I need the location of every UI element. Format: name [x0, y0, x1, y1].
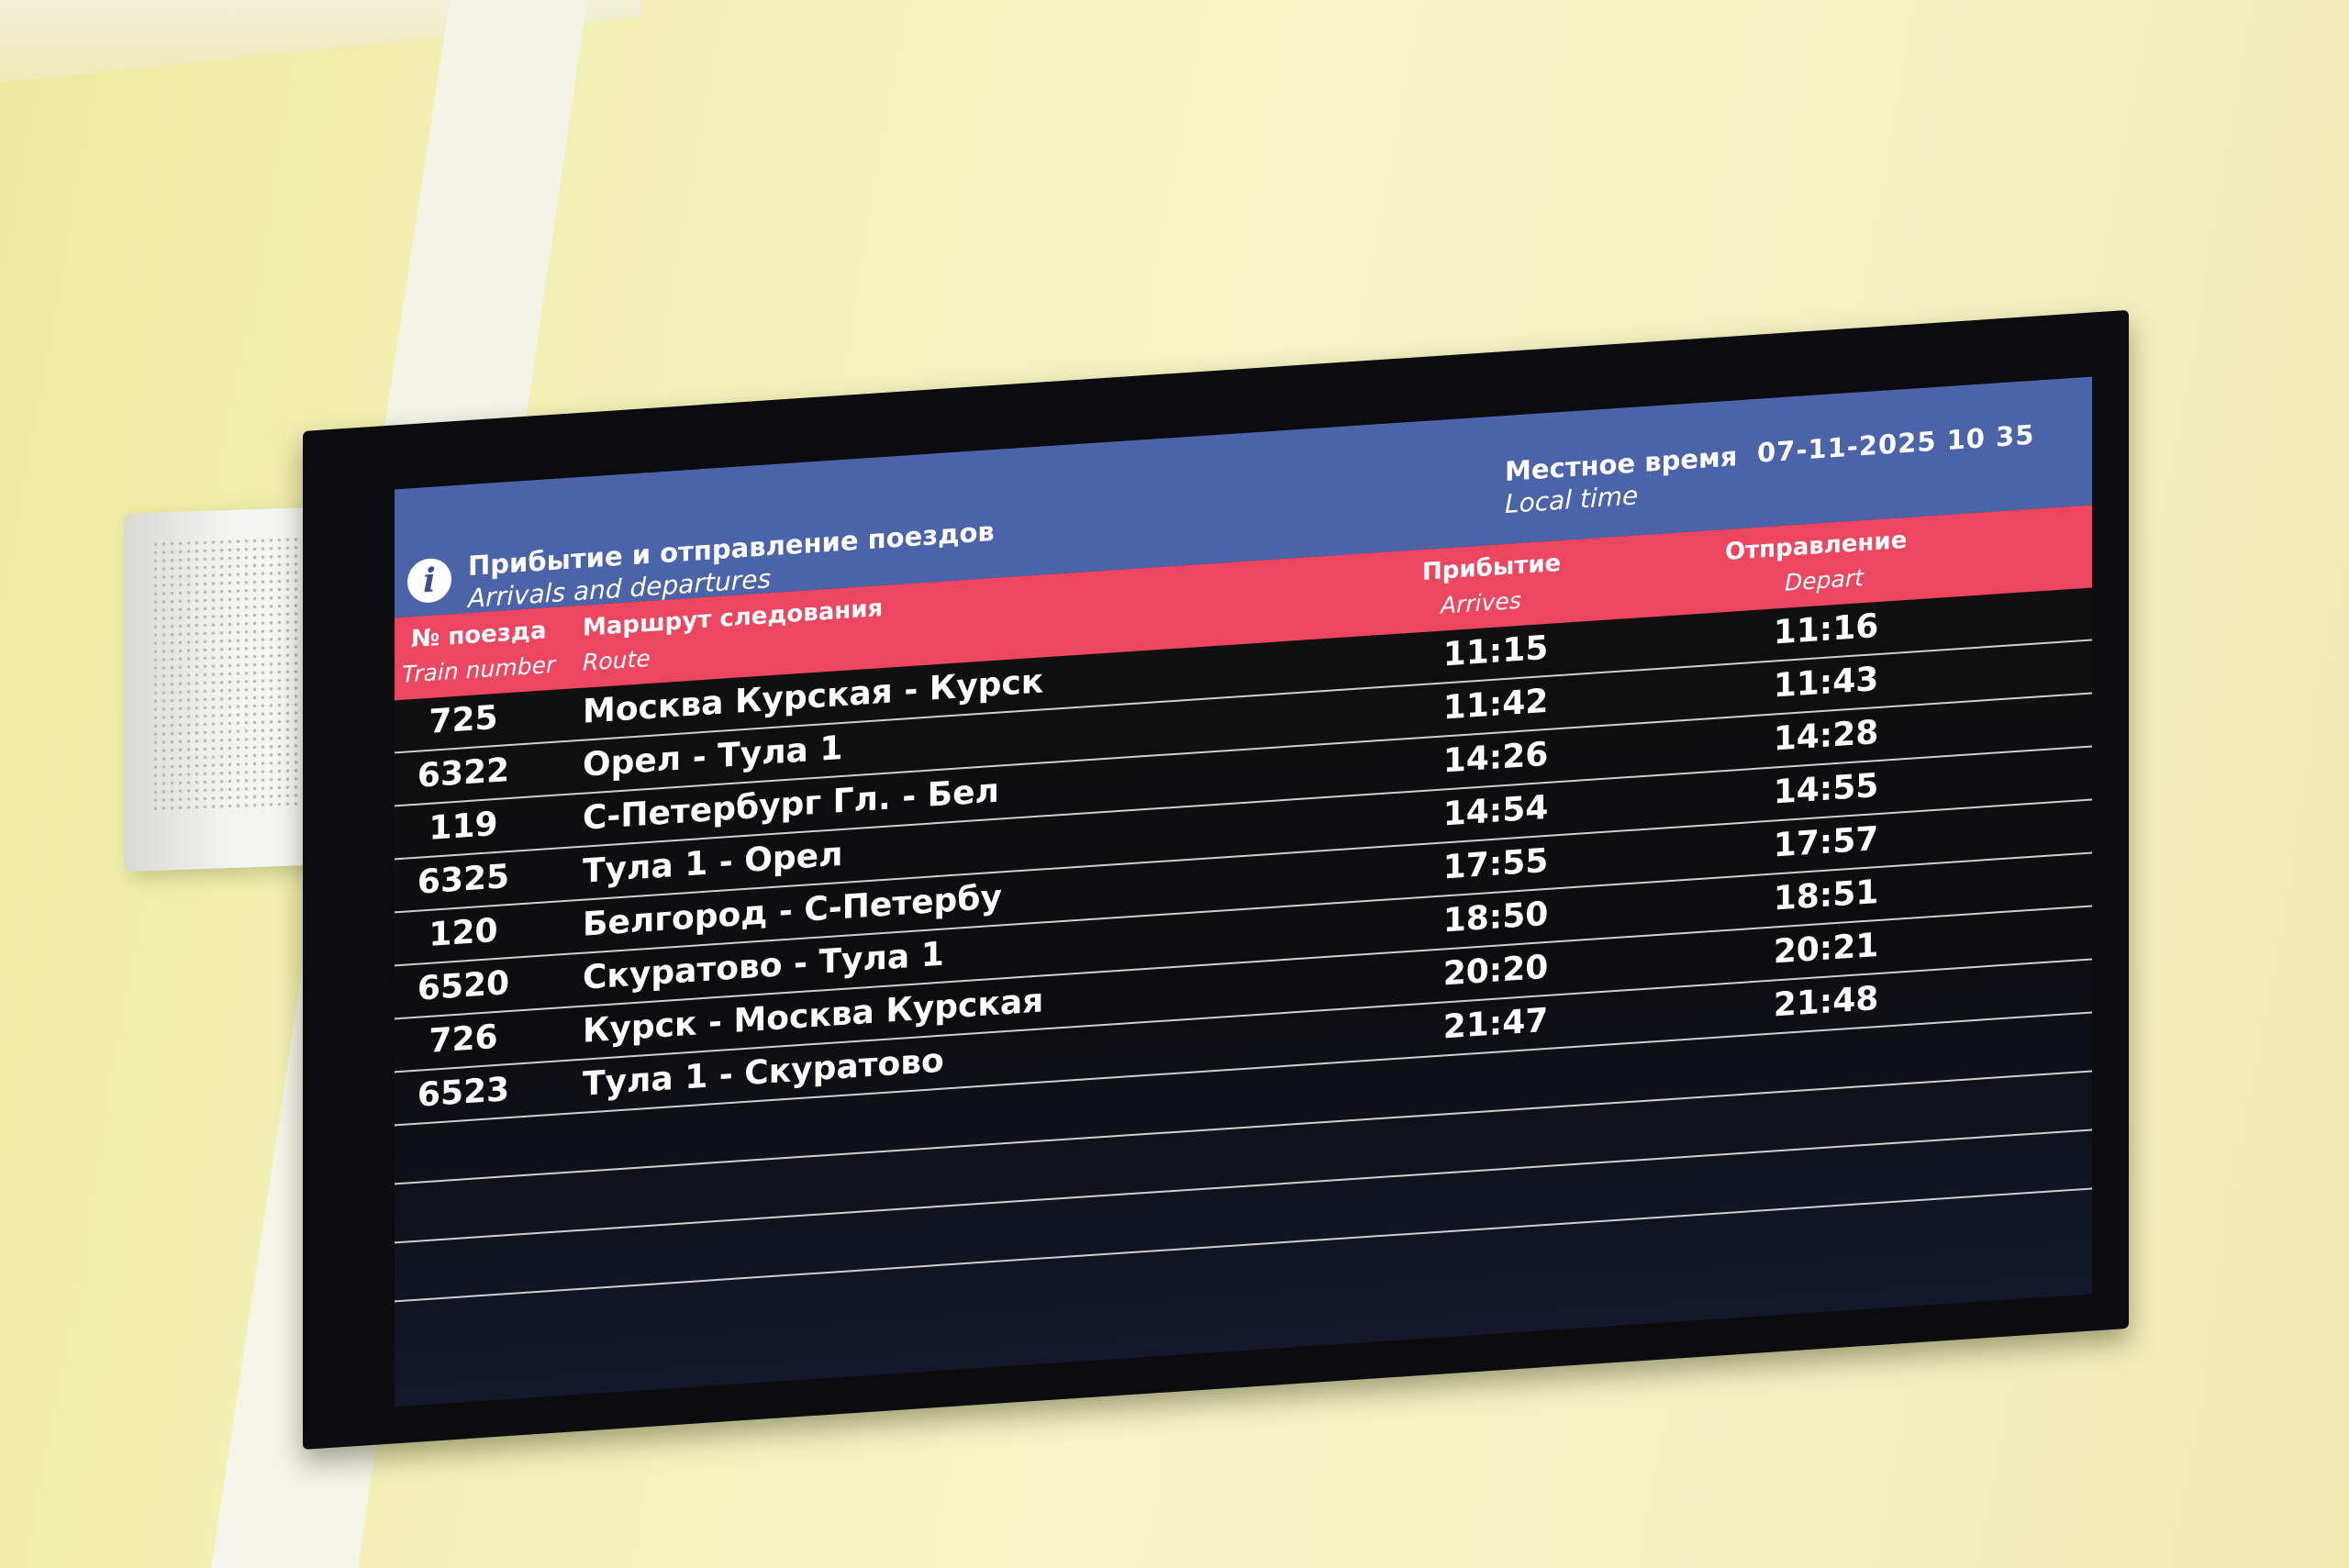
header-depart-en: Depart [1785, 564, 1864, 596]
arrival-time: 18:50 [1442, 895, 1549, 940]
departure-time: 20:21 [1773, 926, 1879, 972]
departure-time: 18:51 [1773, 873, 1879, 918]
local-time-label-en: Local time [1505, 480, 1639, 519]
arrival-time: 11:42 [1442, 682, 1549, 728]
arrival-time: 20:20 [1442, 948, 1549, 994]
train-number: 726 [429, 1018, 498, 1061]
departure-time: 14:28 [1773, 713, 1879, 759]
arrival-time: 17:55 [1442, 841, 1549, 887]
train-number: 6325 [417, 858, 510, 902]
local-time-label: Местное время [1505, 440, 1738, 487]
info-icon: i [407, 557, 451, 605]
arrival-time: 21:47 [1442, 1001, 1549, 1047]
train-number: 120 [429, 911, 498, 954]
train-number: 6322 [417, 751, 510, 795]
train-number: 6523 [417, 1071, 510, 1115]
local-datetime: 07-11-2025 10 35 [1757, 418, 2035, 469]
route: Тула 1 - Орел [583, 835, 843, 891]
departure-time: 14:55 [1773, 766, 1879, 812]
route: Орел - Тула 1 [583, 728, 843, 784]
display-monitor: i Прибытие и отправление поездов Arrival… [303, 309, 2129, 1450]
header-route-en: Route [583, 644, 651, 676]
header-route: Маршрут следования [583, 595, 884, 642]
header-train: № поезда [411, 617, 547, 654]
departure-time: 17:57 [1773, 819, 1879, 865]
departure-board: i Прибытие и отправление поездов Arrival… [395, 376, 2092, 1407]
departure-time: 11:43 [1773, 660, 1879, 706]
departure-time: 11:16 [1773, 606, 1879, 652]
departure-time: 21:48 [1773, 979, 1879, 1025]
header-train-en: Train number [402, 651, 556, 688]
train-number: 725 [429, 698, 498, 741]
arrival-time: 14:26 [1442, 735, 1549, 781]
header-arrives-en: Arrives [1441, 586, 1521, 619]
arrival-time: 14:54 [1442, 788, 1549, 834]
header-arrives: Прибытие [1422, 549, 1562, 586]
train-number: 119 [429, 805, 498, 848]
arrival-time: 11:15 [1442, 628, 1549, 674]
header-depart: Отправление [1725, 526, 1908, 567]
train-number: 6520 [417, 964, 510, 1008]
